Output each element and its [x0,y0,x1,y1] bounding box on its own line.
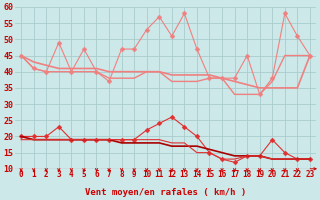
X-axis label: Vent moyen/en rafales ( km/h ): Vent moyen/en rafales ( km/h ) [85,188,246,197]
